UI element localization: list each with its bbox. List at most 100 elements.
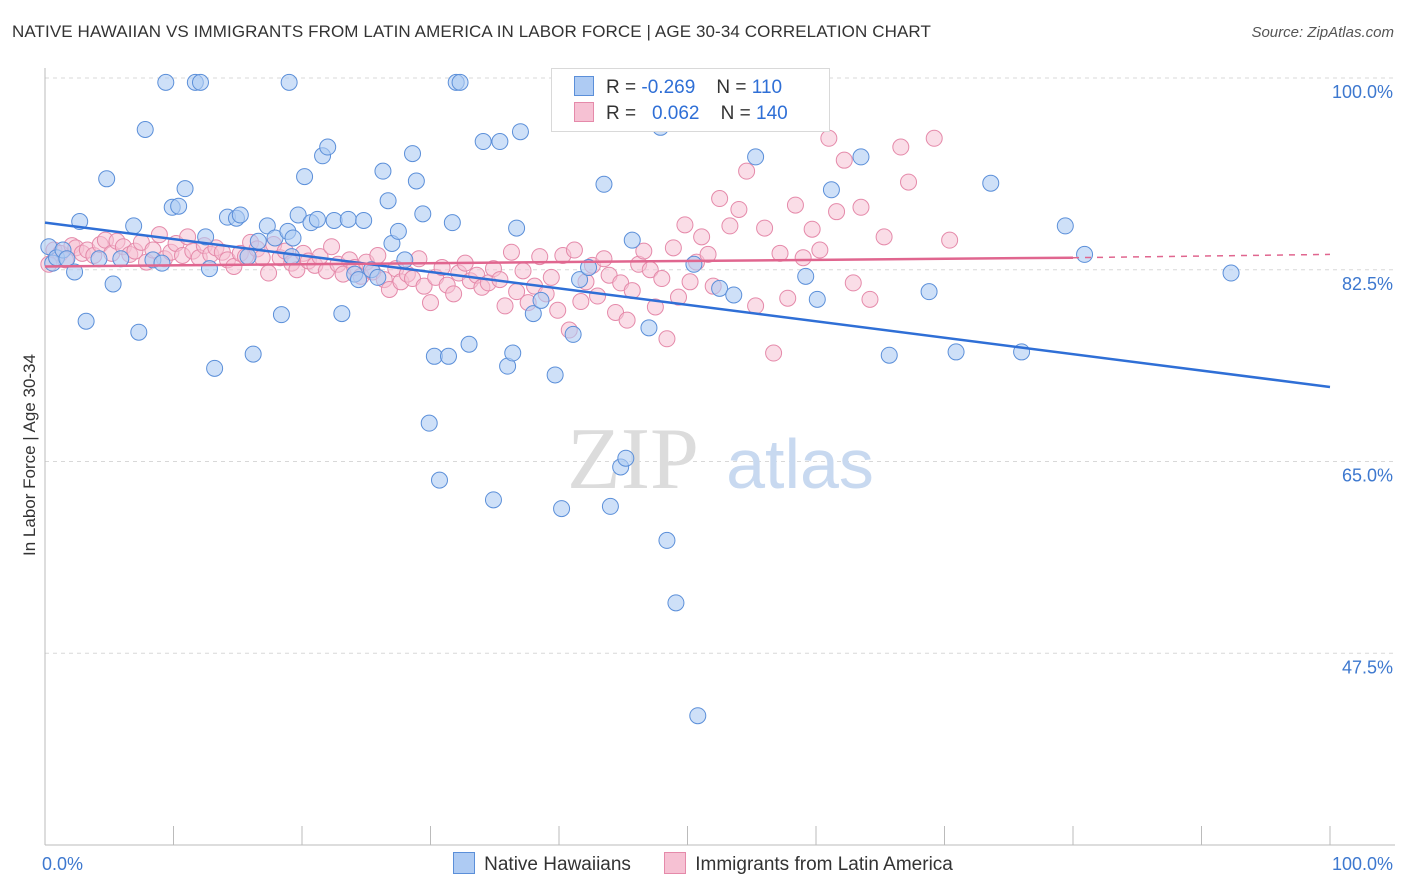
series-immigrants-points [40, 129, 959, 362]
data-point-hawaiians [546, 366, 564, 384]
axes [44, 68, 1395, 846]
legend-swatch-pink [574, 102, 594, 122]
legend-swatch-pink [664, 852, 687, 874]
data-point-hawaiians [725, 286, 743, 304]
data-point-hawaiians [350, 271, 368, 289]
watermark: ZIP atlas [567, 411, 874, 508]
data-point-hawaiians [797, 267, 815, 285]
data-point-hawaiians [176, 180, 194, 198]
data-point-hawaiians [244, 345, 262, 363]
data-point-hawaiians [711, 279, 729, 297]
source-label: Source: ZipAtlas.com [1251, 24, 1394, 41]
data-point-immigrants [589, 287, 607, 305]
data-point-immigrants [422, 294, 439, 312]
data-point-immigrants [861, 290, 879, 308]
data-point-hawaiians [564, 325, 582, 343]
data-point-hawaiians [197, 228, 215, 246]
data-point-immigrants [670, 288, 688, 306]
y-tick-label: 100.0% [1332, 82, 1393, 102]
data-point-hawaiians [491, 133, 509, 151]
data-point-hawaiians [308, 210, 326, 228]
data-point-hawaiians [231, 206, 249, 224]
data-point-immigrants [765, 344, 783, 362]
data-point-hawaiians [325, 211, 343, 229]
watermark-atlas: atlas [726, 425, 874, 503]
legend-item-immigrants[interactable]: Immigrants from Latin America [664, 852, 953, 876]
data-point-immigrants [514, 262, 532, 280]
data-point-immigrants [828, 203, 846, 221]
data-point-hawaiians [880, 346, 898, 364]
data-point-immigrants [646, 298, 664, 316]
data-point-hawaiians [451, 73, 469, 91]
legend-swatch-blue [574, 76, 594, 96]
legend-swatch-blue [453, 852, 476, 874]
y-axis-title: In Labor Force | Age 30-34 [20, 354, 39, 556]
x-tick-label: 0.0% [42, 854, 83, 874]
data-point-hawaiians [355, 211, 373, 229]
data-point-hawaiians [104, 275, 122, 293]
data-point-hawaiians [532, 291, 550, 309]
legend-n-value: 110 [751, 77, 783, 98]
data-point-immigrants [369, 247, 387, 265]
trend-line-immigrants-extension [1072, 253, 1331, 259]
legend-r-label: R = [606, 77, 637, 98]
data-point-hawaiians [272, 306, 290, 324]
data-point-hawaiians [239, 248, 257, 266]
legend-row-hawaiians: R = -0.269 N = 110 [574, 76, 782, 100]
data-point-immigrants [730, 200, 748, 218]
legend-item-hawaiians[interactable]: Native Hawaiians [453, 852, 631, 876]
data-point-hawaiians [90, 250, 108, 268]
data-point-immigrants [875, 228, 893, 246]
grid-lines [45, 77, 1395, 654]
legend-n-label: N = [716, 77, 747, 98]
data-point-hawaiians [130, 323, 148, 341]
data-point-hawaiians [1076, 245, 1094, 263]
trend-lines [44, 221, 1331, 389]
data-point-hawaiians [947, 343, 965, 361]
data-point-hawaiians [524, 305, 542, 323]
series-hawaiians-points [40, 72, 1240, 725]
data-point-immigrants [941, 231, 959, 249]
data-point-immigrants [496, 297, 514, 315]
data-point-hawaiians [200, 260, 218, 278]
data-point-immigrants [844, 274, 862, 292]
data-point-immigrants [900, 173, 918, 191]
legend-label-hawaiians: Native Hawaiians [484, 854, 631, 875]
data-point-hawaiians [258, 217, 276, 235]
data-point-hawaiians [284, 229, 302, 247]
data-point-hawaiians [439, 347, 457, 365]
data-point-hawaiians [379, 192, 397, 210]
data-point-hawaiians [296, 168, 314, 186]
data-point-immigrants [572, 293, 590, 311]
data-point-hawaiians [822, 181, 840, 199]
data-point-immigrants [664, 239, 682, 257]
data-point-hawaiians [112, 250, 130, 268]
data-point-immigrants [415, 277, 433, 295]
data-point-hawaiians [553, 500, 571, 518]
data-point-immigrants [747, 297, 765, 315]
legend-r-label: R = [606, 103, 637, 124]
data-point-immigrants [549, 301, 567, 319]
data-point-hawaiians [420, 414, 438, 432]
data-point-hawaiians [595, 175, 613, 193]
data-point-immigrants [693, 228, 711, 246]
data-point-hawaiians [157, 73, 175, 91]
data-point-immigrants [699, 245, 717, 263]
data-point-immigrants [323, 238, 341, 256]
data-point-immigrants [595, 250, 613, 268]
data-point-hawaiians [617, 449, 635, 467]
y-tick-label: 47.5% [1342, 657, 1393, 677]
data-point-hawaiians [580, 259, 598, 277]
data-point-immigrants [565, 241, 583, 259]
data-point-hawaiians [374, 162, 392, 180]
y-tick-label: 82.5% [1342, 274, 1393, 294]
data-point-immigrants [653, 270, 671, 288]
data-point-hawaiians [474, 133, 492, 151]
data-point-hawaiians [136, 120, 154, 138]
data-point-hawaiians [808, 290, 826, 308]
correlation-legend: R = -0.269 N = 110 R = 0.062 N = 140 [551, 68, 830, 132]
data-point-hawaiians [425, 347, 443, 365]
data-point-hawaiians [280, 73, 298, 91]
data-point-immigrants [150, 226, 168, 244]
